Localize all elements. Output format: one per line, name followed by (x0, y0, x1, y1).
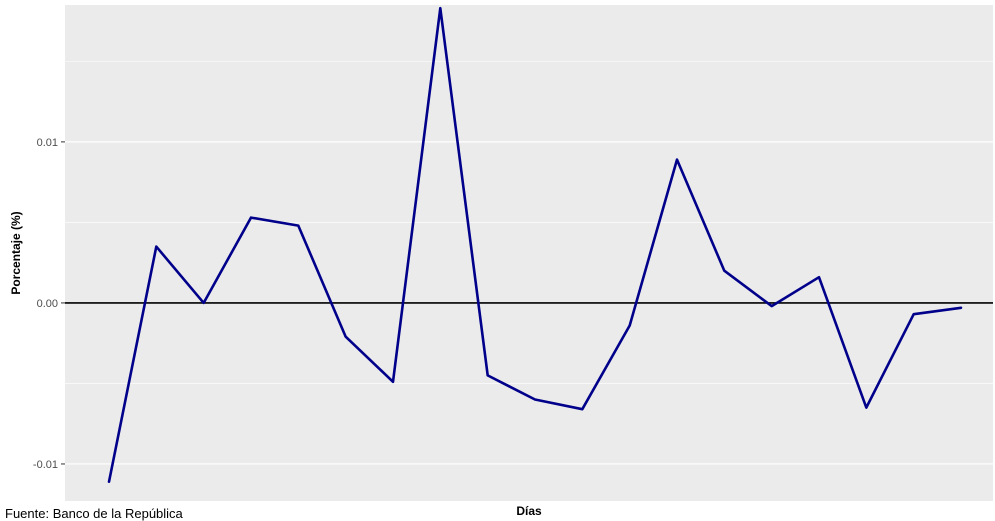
data-point (487, 374, 489, 376)
source-caption: Fuente: Banco de la República (5, 506, 184, 521)
y-tick-label: 0.01 (37, 137, 58, 149)
data-point (108, 481, 110, 483)
y-axis-title: Porcentaje (%) (9, 211, 23, 294)
series-line (107, 6, 963, 484)
plot-panel (65, 5, 993, 501)
data-point (203, 302, 205, 304)
data-point (250, 217, 252, 219)
data-point (913, 313, 915, 315)
data-point (818, 276, 820, 278)
y-tick-label: 0.00 (37, 298, 58, 310)
data-point (771, 305, 773, 307)
data-point (960, 307, 962, 309)
y-tick-label: -0.01 (33, 459, 58, 471)
data-point (723, 270, 725, 272)
data-point (439, 7, 441, 9)
y-axis-ticks: -0.01 0.00 0.01 (33, 137, 65, 471)
data-point (534, 399, 536, 401)
data-point (345, 336, 347, 338)
data-point (392, 381, 394, 383)
data-point (297, 225, 299, 227)
x-axis-title: Días (516, 504, 542, 518)
data-point (629, 324, 631, 326)
data-point (155, 246, 157, 248)
data-point (581, 408, 583, 410)
data-point (676, 159, 678, 161)
data-point (865, 407, 867, 409)
